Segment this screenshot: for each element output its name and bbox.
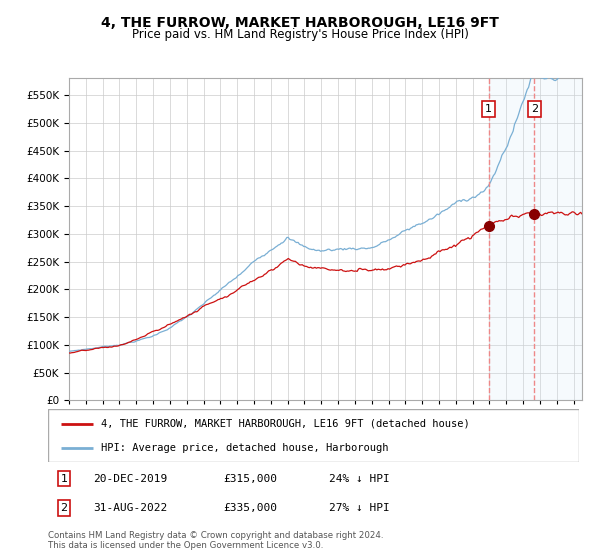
Text: Price paid vs. HM Land Registry's House Price Index (HPI): Price paid vs. HM Land Registry's House … (131, 28, 469, 41)
Text: 2: 2 (531, 104, 538, 114)
Text: £315,000: £315,000 (223, 474, 277, 484)
Text: 1: 1 (485, 104, 492, 114)
Text: £335,000: £335,000 (223, 503, 277, 513)
Text: 2: 2 (61, 503, 67, 513)
Text: Contains HM Land Registry data © Crown copyright and database right 2024.
This d: Contains HM Land Registry data © Crown c… (48, 531, 383, 550)
Bar (488, 78, 582, 400)
Text: 4, THE FURROW, MARKET HARBOROUGH, LE16 9FT (detached house): 4, THE FURROW, MARKET HARBOROUGH, LE16 9… (101, 419, 470, 429)
Text: 24% ↓ HPI: 24% ↓ HPI (329, 474, 390, 484)
Text: 27% ↓ HPI: 27% ↓ HPI (329, 503, 390, 513)
Text: 4, THE FURROW, MARKET HARBOROUGH, LE16 9FT: 4, THE FURROW, MARKET HARBOROUGH, LE16 9… (101, 16, 499, 30)
Text: 1: 1 (61, 474, 67, 484)
Text: 31-AUG-2022: 31-AUG-2022 (93, 503, 167, 513)
Text: 20-DEC-2019: 20-DEC-2019 (93, 474, 167, 484)
Text: HPI: Average price, detached house, Harborough: HPI: Average price, detached house, Harb… (101, 443, 389, 453)
